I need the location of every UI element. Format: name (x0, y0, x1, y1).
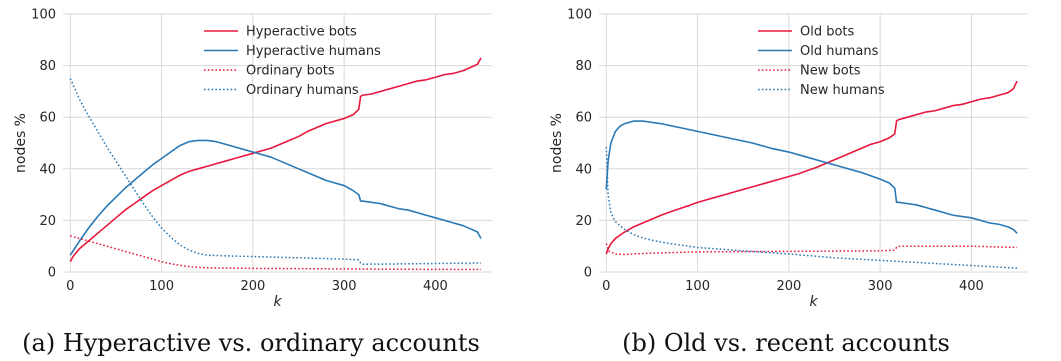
y-tick-label: 60 (575, 111, 592, 126)
panel-hyperactive-vs-ordinary: 0 20 40 60 80 100 0 100 200 300 400 k nodes % Hyperac… (13, 8, 492, 310)
y-axis-label: nodes % (13, 113, 29, 173)
x-tick-label: 200 (776, 279, 801, 294)
panel-old-vs-recent: 0 20 40 60 80 100 0 100 200 300 400 k nodes % Old bot… (549, 8, 1028, 310)
x-tick-label: 300 (332, 279, 357, 294)
legend-label: Hyperactive humans (246, 44, 381, 59)
series-line-new-bots (605, 243, 1018, 256)
caption-b: (b) Old vs. recent accounts (622, 329, 950, 357)
series-line-ordinary-humans (69, 78, 482, 266)
y-tick-label: 80 (39, 59, 56, 74)
x-tick-label: 100 (685, 279, 710, 294)
series-line-old-bots (605, 80, 1018, 255)
y-tick-label: 20 (575, 214, 592, 229)
y-tick-label: 40 (575, 162, 592, 177)
legend-label: Ordinary bots (246, 64, 335, 79)
caption-a: (a) Hyperactive vs. ordinary accounts (22, 329, 480, 357)
x-tick-label: 400 (423, 279, 448, 294)
legend-label: New humans (800, 83, 885, 98)
x-axis-label: k (809, 294, 818, 310)
x-tick-label: 100 (149, 279, 174, 294)
series-line-new-humans (605, 146, 1018, 269)
x-tick-label: 300 (868, 279, 893, 294)
y-tick-label: 40 (39, 162, 56, 177)
legend-label: New bots (800, 64, 861, 79)
x-tick-label: 0 (66, 279, 74, 294)
series-line-hyperactive-bots (69, 57, 482, 263)
legend-label: Hyperactive bots (246, 25, 357, 40)
y-tick-label: 80 (575, 59, 592, 74)
legend-label: Old humans (800, 44, 879, 59)
legend-label: Ordinary humans (246, 83, 359, 98)
y-tick-label: 0 (48, 266, 56, 281)
y-tick-label: 20 (39, 214, 56, 229)
x-tick-label: 200 (240, 279, 265, 294)
x-tick-label: 400 (959, 279, 984, 294)
y-tick-label: 60 (39, 111, 56, 126)
y-axis-label: nodes % (549, 113, 565, 173)
x-axis-label: k (273, 294, 282, 310)
y-tick-label: 0 (584, 266, 592, 281)
series-line-ordinary-bots (70, 235, 482, 271)
x-tick-label: 0 (602, 279, 610, 294)
series-line-old-humans (605, 120, 1018, 234)
y-tick-label: 100 (567, 8, 592, 23)
series-line-hyperactive-humans (69, 139, 482, 256)
legend-label: Old bots (800, 25, 855, 40)
y-tick-label: 100 (31, 8, 56, 23)
